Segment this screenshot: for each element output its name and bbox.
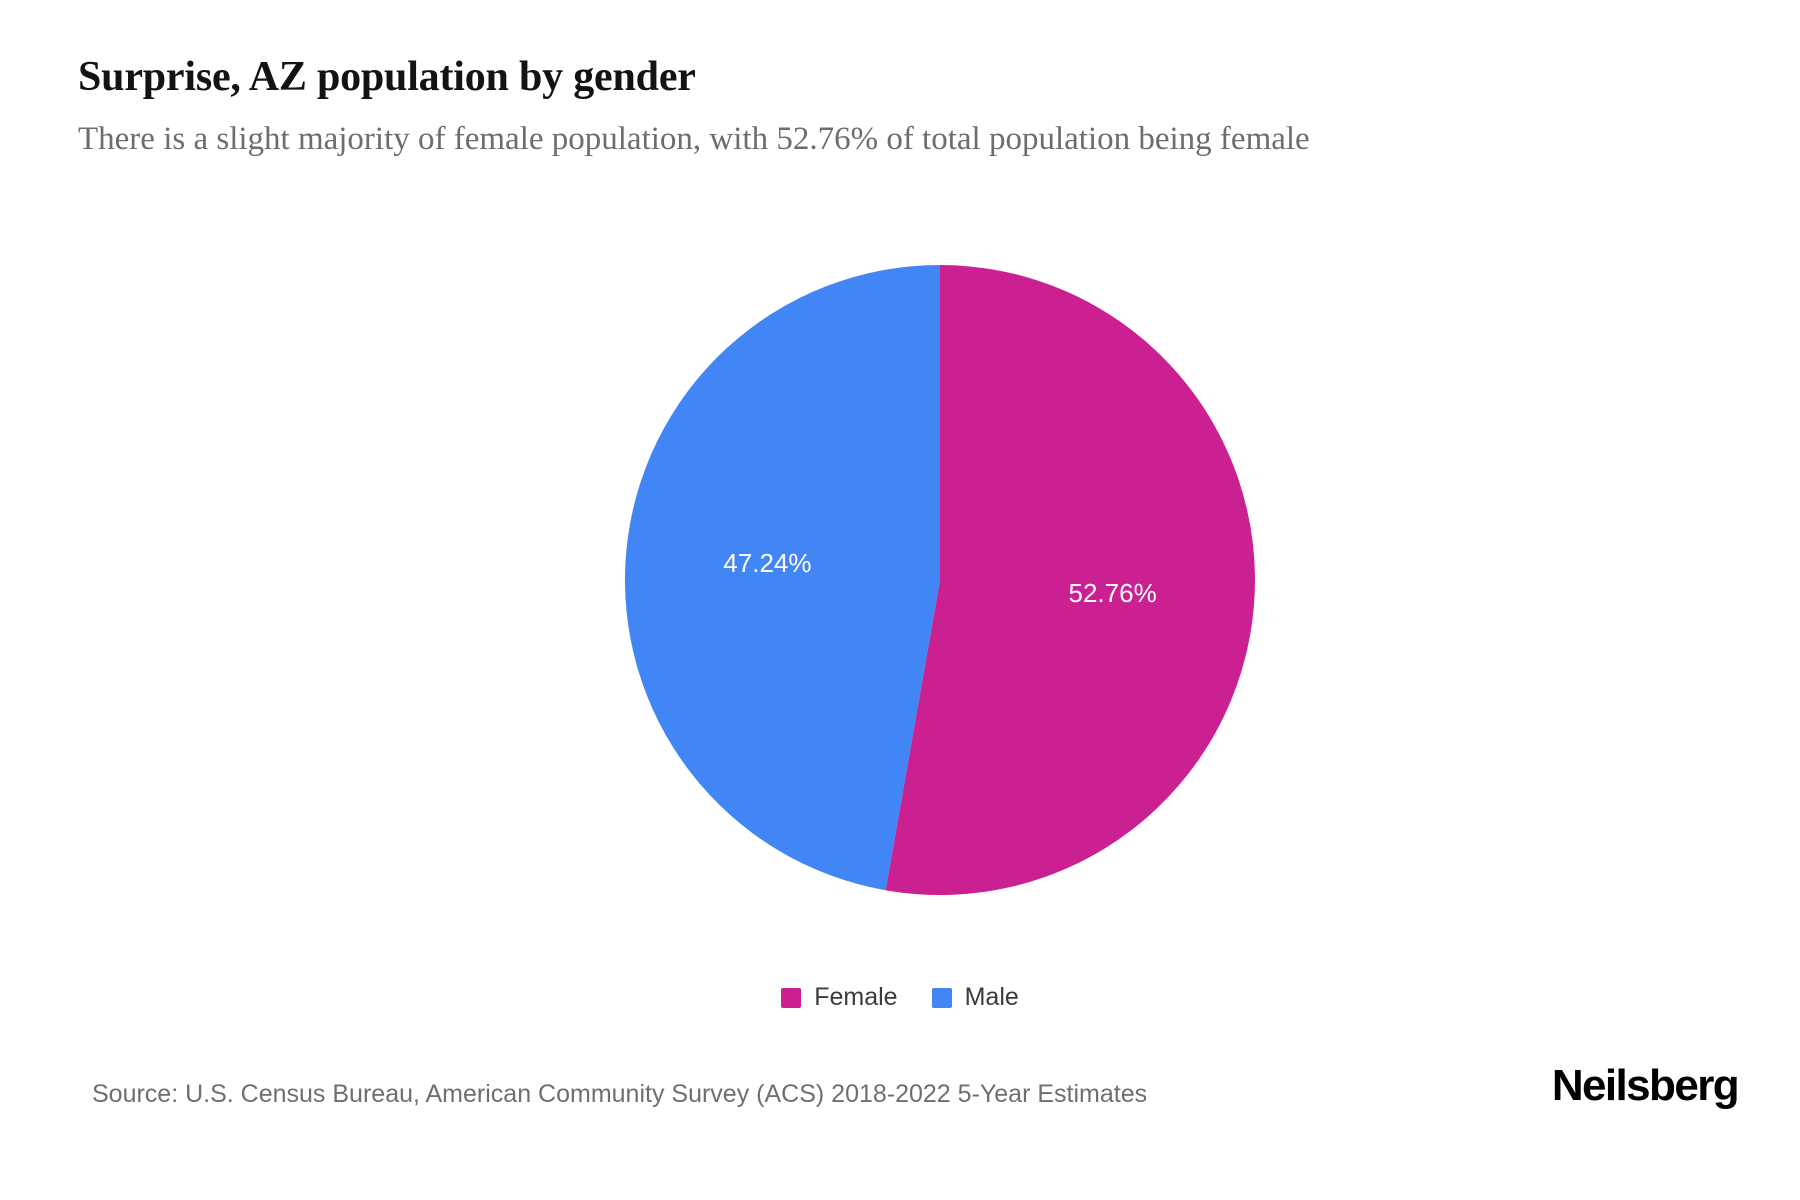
legend-item-female[interactable]: Female bbox=[781, 983, 898, 1011]
pie-svg: 47.24% 52.76% bbox=[625, 265, 1255, 895]
pie-chart: 47.24% 52.76% bbox=[625, 265, 1255, 895]
pie-slices bbox=[625, 265, 1255, 895]
pie-slice-label-male: 47.24% bbox=[723, 548, 811, 578]
legend-label-male: Male bbox=[964, 983, 1019, 1011]
chart-subtitle: There is a slight majority of female pop… bbox=[78, 121, 1310, 157]
pie-slice-label-female: 52.76% bbox=[1069, 578, 1157, 608]
source-note: Source: U.S. Census Bureau, American Com… bbox=[92, 1080, 1148, 1108]
pie-slice-female[interactable] bbox=[885, 265, 1255, 895]
legend-item-male[interactable]: Male bbox=[931, 983, 1019, 1011]
legend-swatch-female-icon bbox=[781, 987, 802, 1008]
brand-logo: Neilsberg bbox=[1551, 1061, 1740, 1110]
pie-slice-male[interactable] bbox=[625, 265, 940, 891]
legend: Female Male bbox=[0, 985, 1800, 1010]
legend-label-female: Female bbox=[814, 983, 898, 1011]
plot-area: 47.24% 52.76% bbox=[0, 200, 1800, 920]
legend-swatch-male-icon bbox=[931, 987, 952, 1008]
page-title: Surprise, AZ population by gender bbox=[78, 54, 696, 100]
